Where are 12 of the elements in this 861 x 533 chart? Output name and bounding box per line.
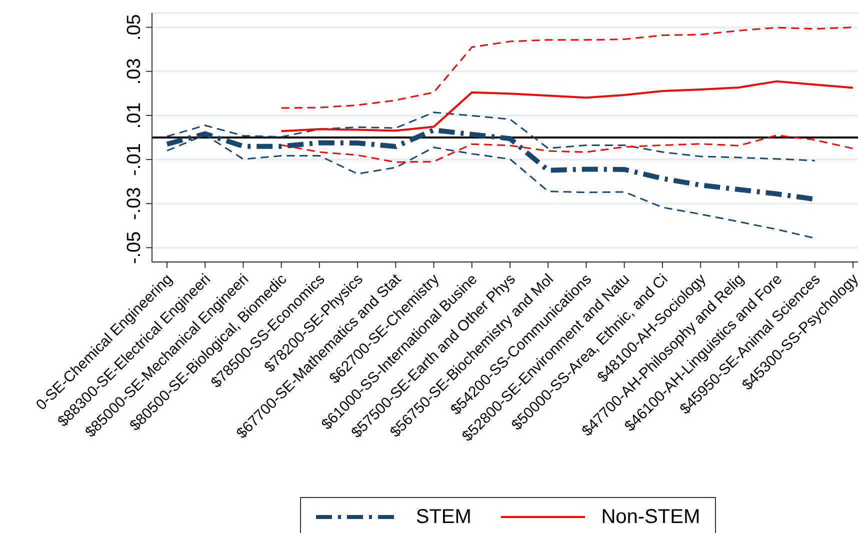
y-tick-label: -.01 [124,143,145,176]
line-series [280,80,854,132]
legend-label: Non-STEM [601,506,700,528]
y-tick-label: .05 [124,14,145,41]
y-tick-label: -.05 [124,231,145,264]
y-tick-label: .01 [124,102,145,129]
legend-label: STEM [416,506,472,528]
line-series [280,134,854,163]
y-tick-label: -.03 [124,187,145,220]
line-series [280,26,854,109]
y-tick-label: .03 [124,58,145,85]
line-series [166,112,816,162]
